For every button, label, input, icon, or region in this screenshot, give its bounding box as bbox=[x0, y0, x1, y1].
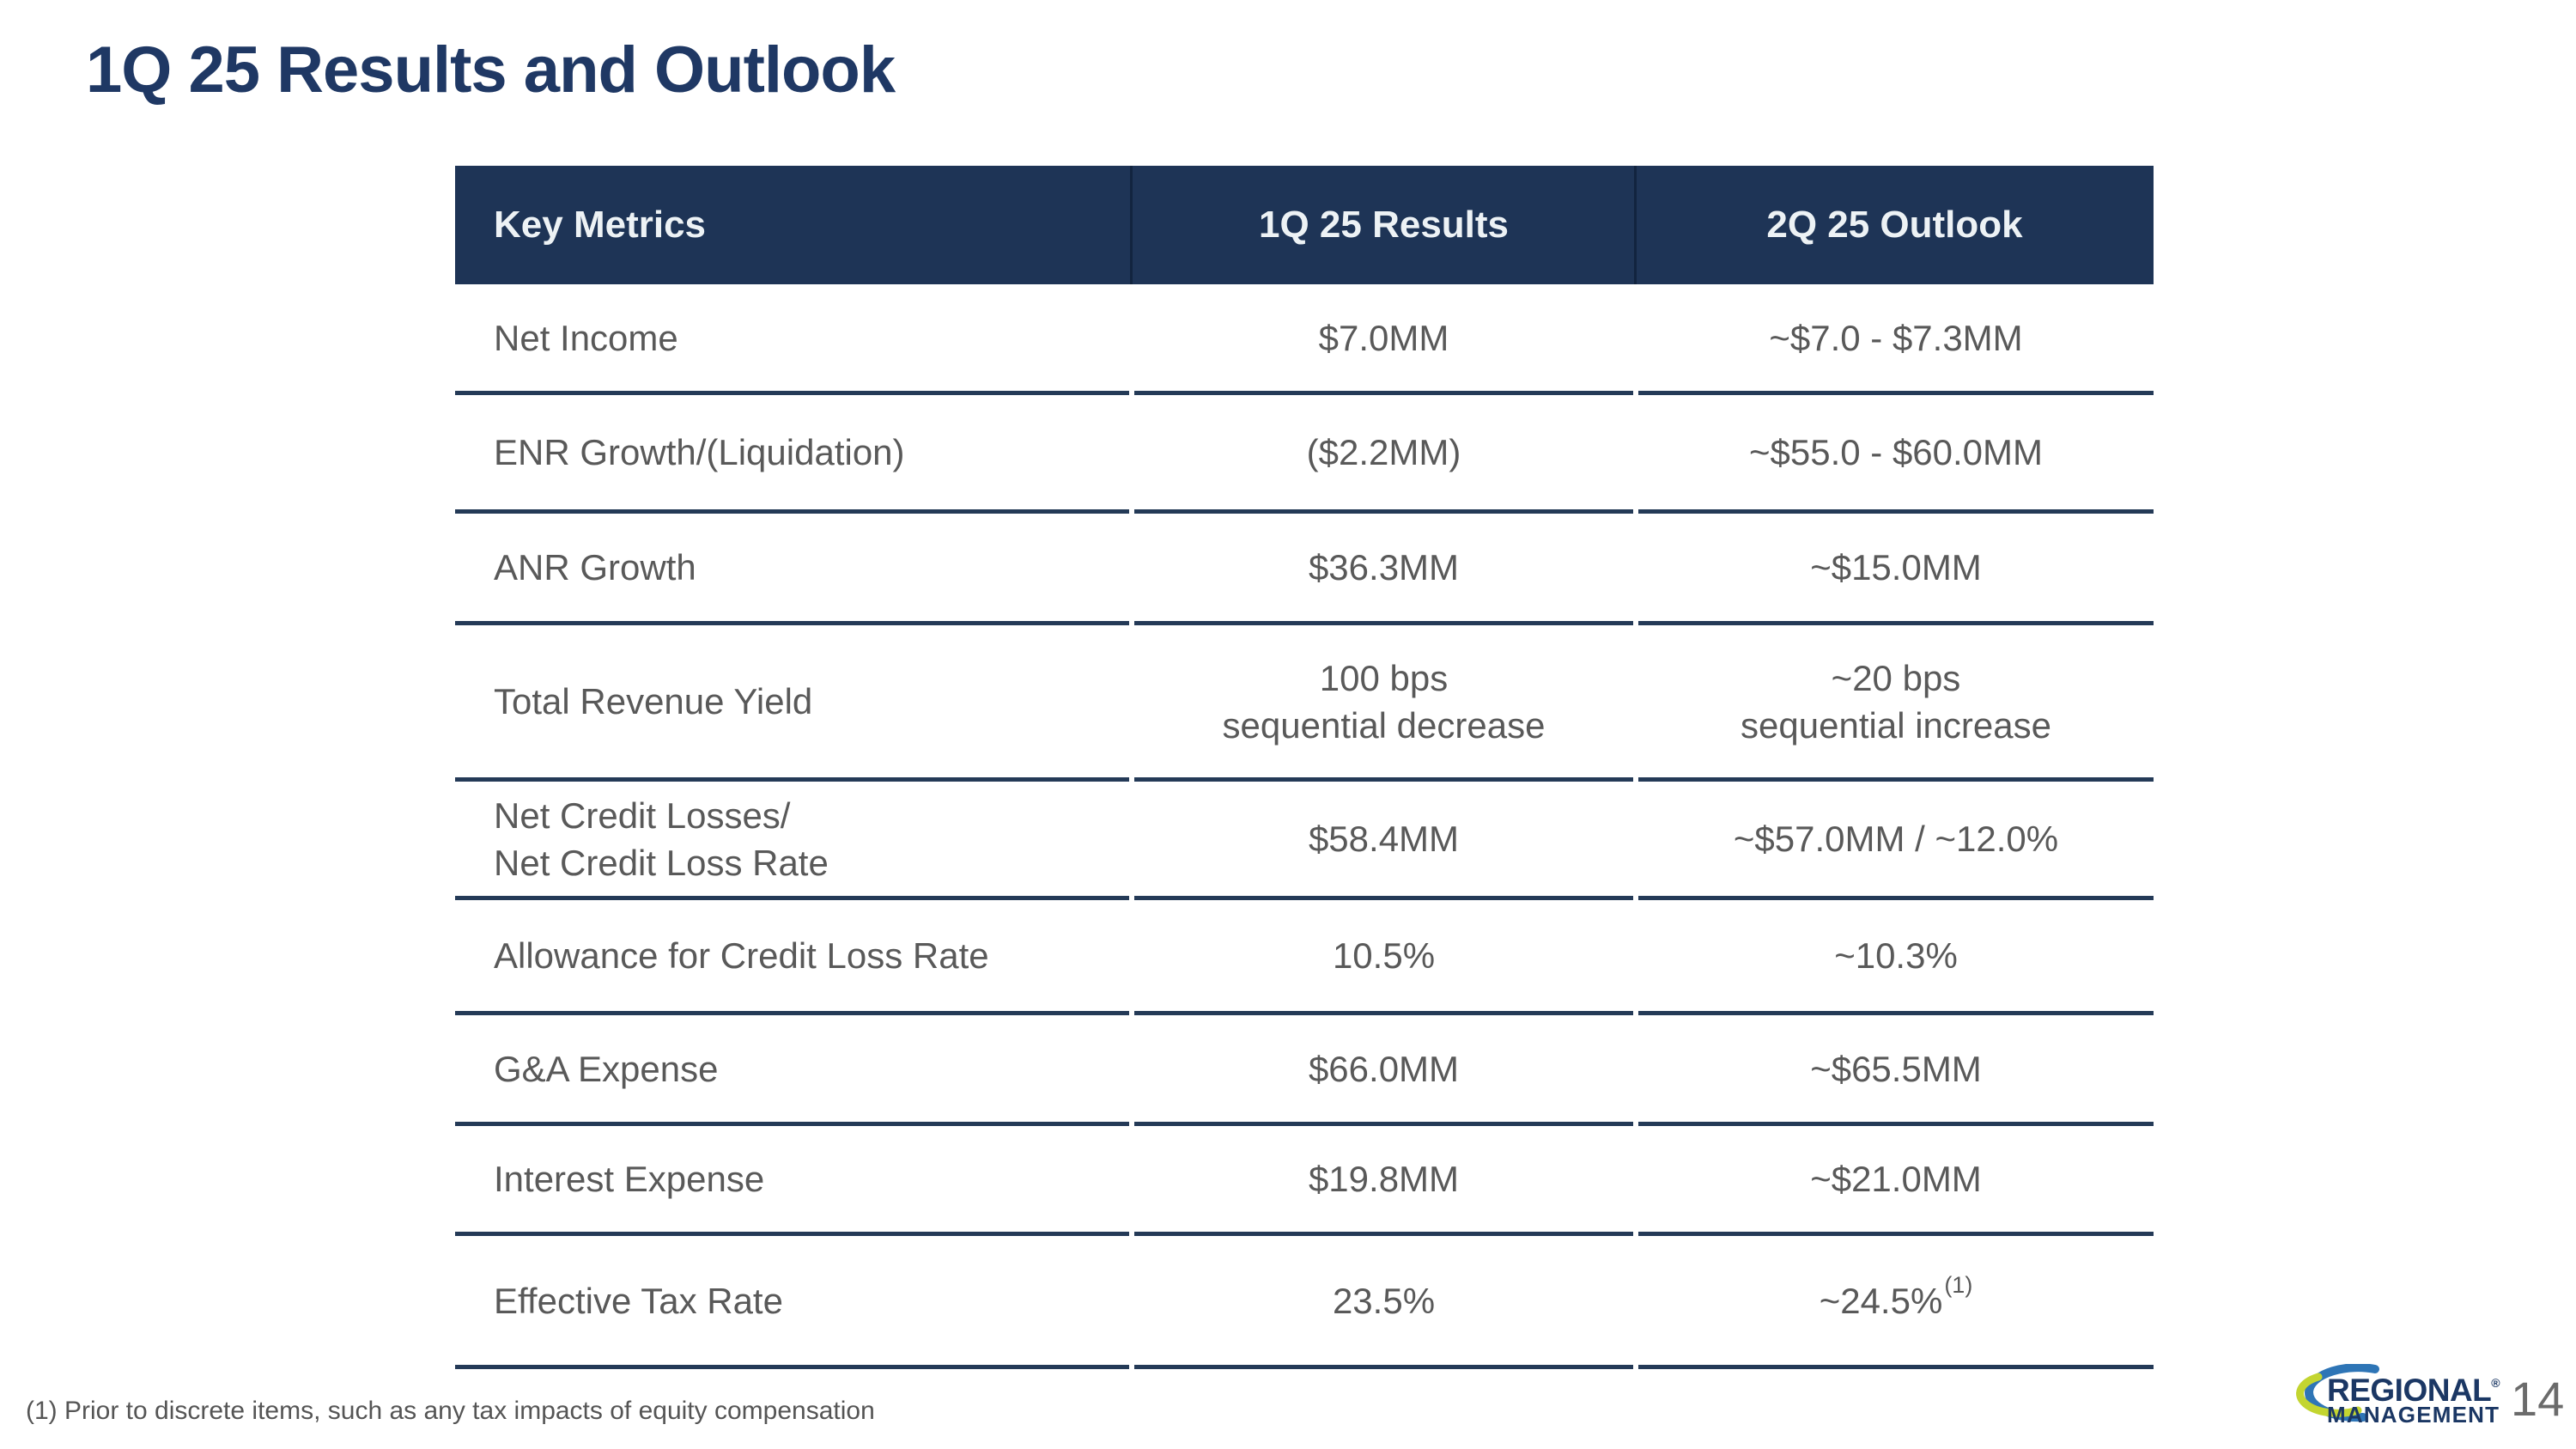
logo-line1: REGIONAL® bbox=[2327, 1370, 2500, 1406]
outlook-value: ~$57.0MM / ~12.0% bbox=[1638, 782, 2154, 900]
regional-management-logo: REGIONAL® MANAGEMENT bbox=[2274, 1362, 2510, 1427]
outlook-value: ~20 bps sequential increase bbox=[1638, 625, 2154, 782]
table-row: Net Income $7.0MM ~$7.0 - $7.3MM bbox=[455, 284, 2154, 395]
table-row: ENR Growth/(Liquidation) ($2.2MM) ~$55.0… bbox=[455, 395, 2154, 514]
outlook-value: ~$55.0 - $60.0MM bbox=[1638, 395, 2154, 514]
results-value: 10.5% bbox=[1134, 900, 1633, 1015]
page-number: 14 bbox=[2511, 1372, 2565, 1426]
table-row: G&A Expense $66.0MM ~$65.5MM bbox=[455, 1015, 2154, 1126]
metric-label: Interest Expense bbox=[455, 1126, 1129, 1236]
registered-trademark-icon: ® bbox=[2491, 1376, 2500, 1390]
logo-line2: MANAGEMENT bbox=[2327, 1402, 2500, 1428]
results-value: $19.8MM bbox=[1134, 1126, 1633, 1236]
table-row: Interest Expense $19.8MM ~$21.0MM bbox=[455, 1126, 2154, 1236]
results-value: $7.0MM bbox=[1134, 284, 1633, 395]
footnote-text: (1) Prior to discrete items, such as any… bbox=[26, 1397, 875, 1425]
logo-regional: REGIONAL bbox=[2327, 1373, 2492, 1408]
table-row: Net Credit Losses/ Net Credit Loss Rate … bbox=[455, 782, 2154, 900]
table-row: ANR Growth $36.3MM ~$15.0MM bbox=[455, 514, 2154, 625]
key-metrics-table: Key Metrics 1Q 25 Results 2Q 25 Outlook … bbox=[455, 166, 2154, 1369]
header-key-metrics: Key Metrics bbox=[494, 204, 707, 246]
results-value: $36.3MM bbox=[1134, 514, 1633, 625]
header-column-divider bbox=[1130, 166, 1133, 284]
outlook-value: ~10.3% bbox=[1638, 900, 2154, 1015]
logo-text: REGIONAL® MANAGEMENT bbox=[2327, 1370, 2500, 1426]
metric-label: Net Credit Losses/ Net Credit Loss Rate bbox=[455, 782, 1129, 900]
metric-label: Total Revenue Yield bbox=[455, 625, 1129, 782]
header-column-divider bbox=[1634, 166, 1637, 284]
results-value: 100 bps sequential decrease bbox=[1134, 625, 1633, 782]
metric-label: G&A Expense bbox=[455, 1015, 1129, 1126]
footnote-marker: (1) bbox=[1944, 1271, 1973, 1298]
outlook-value: ~$21.0MM bbox=[1638, 1126, 2154, 1236]
header-1q25-results: 1Q 25 Results bbox=[1258, 204, 1510, 246]
metric-label: ENR Growth/(Liquidation) bbox=[455, 395, 1129, 514]
results-value: $58.4MM bbox=[1134, 782, 1633, 900]
outlook-value-text: ~24.5% bbox=[1819, 1280, 1943, 1321]
table-row: Allowance for Credit Loss Rate 10.5% ~10… bbox=[455, 900, 2154, 1015]
logo-swoosh-icon bbox=[2296, 1364, 2379, 1422]
table-header-row: Key Metrics 1Q 25 Results 2Q 25 Outlook bbox=[455, 166, 2154, 284]
table-row: Total Revenue Yield 100 bps sequential d… bbox=[455, 625, 2154, 782]
results-value: ($2.2MM) bbox=[1134, 395, 1633, 514]
page-title: 1Q 25 Results and Outlook bbox=[86, 33, 896, 107]
header-2q25-outlook: 2Q 25 Outlook bbox=[1766, 204, 2023, 246]
results-value: $66.0MM bbox=[1134, 1015, 1633, 1126]
results-value: 23.5% bbox=[1134, 1236, 1633, 1369]
table-row: Effective Tax Rate 23.5% ~24.5% (1) bbox=[455, 1236, 2154, 1369]
metric-label: Effective Tax Rate bbox=[455, 1236, 1129, 1369]
metric-label: Net Income bbox=[455, 284, 1129, 395]
outlook-value: ~$7.0 - $7.3MM bbox=[1638, 284, 2154, 395]
outlook-value: ~$65.5MM bbox=[1638, 1015, 2154, 1126]
metric-label: Allowance for Credit Loss Rate bbox=[455, 900, 1129, 1015]
outlook-value: ~$15.0MM bbox=[1638, 514, 2154, 625]
outlook-value: ~24.5% (1) bbox=[1638, 1236, 2154, 1369]
metric-label: ANR Growth bbox=[455, 514, 1129, 625]
